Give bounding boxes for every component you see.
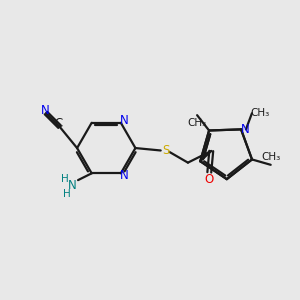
Text: H: H — [62, 189, 70, 199]
Text: N: N — [68, 179, 76, 193]
Text: C: C — [55, 117, 63, 130]
Text: H: H — [61, 174, 68, 184]
Text: CH₃: CH₃ — [188, 118, 207, 128]
Text: N: N — [241, 123, 249, 136]
Text: N: N — [40, 103, 50, 117]
Text: S: S — [162, 145, 169, 158]
Text: CH₃: CH₃ — [250, 108, 269, 118]
Text: N: N — [119, 169, 128, 182]
Text: N: N — [119, 114, 128, 128]
Text: O: O — [205, 173, 214, 186]
Text: CH₃: CH₃ — [261, 152, 280, 162]
